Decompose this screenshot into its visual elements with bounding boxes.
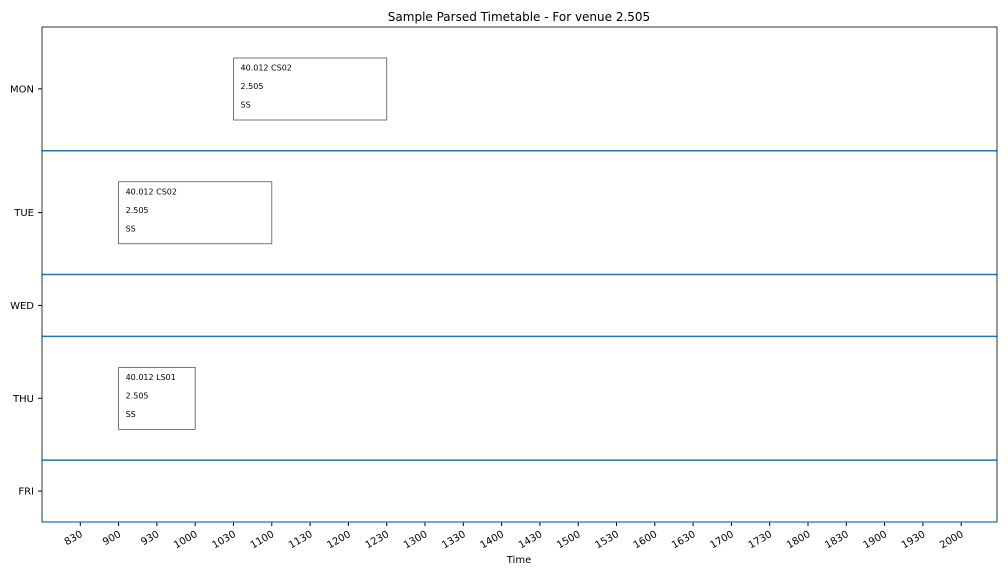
y-tick-label: MON [10,84,34,95]
y-tick-label: WED [10,301,34,312]
session-box-text: 40.012 CS02 [126,187,177,196]
session-box-text: 2.505 [126,206,149,215]
session-box-text: SS [241,101,251,110]
chart-title: Sample Parsed Timetable - For venue 2.50… [388,10,650,24]
y-tick-label: TUE [13,208,34,219]
y-tick-label: THU [12,394,34,405]
session-box [233,57,388,121]
session-box-text: SS [126,410,136,419]
session-box [118,366,196,430]
session-box-text: 40.012 LS01 [126,373,176,382]
session-box-text: 2.505 [241,82,264,91]
session-box-text: SS [126,224,136,233]
y-tick-label: FRI [18,487,34,498]
session-box-text: 2.505 [126,391,149,400]
x-axis-label: Time [506,555,531,566]
session-box-text: 40.012 CS02 [241,64,292,73]
session-box [118,181,273,245]
